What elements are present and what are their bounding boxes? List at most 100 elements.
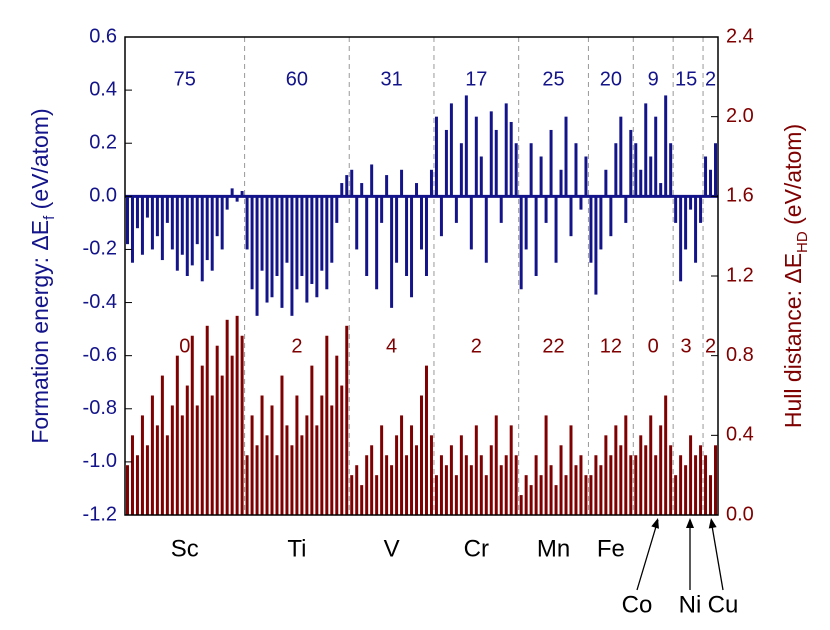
bar: [265, 435, 269, 515]
bar: [669, 143, 673, 197]
bar: [145, 196, 149, 218]
bar: [415, 183, 419, 197]
group-label: Mn: [537, 535, 570, 562]
bar: [180, 415, 184, 515]
bar: [145, 445, 149, 515]
formation-count: 17: [465, 68, 487, 90]
bar: [305, 415, 309, 515]
hull-count: 2: [471, 335, 482, 357]
bar: [270, 196, 274, 298]
bar: [160, 375, 164, 515]
bar: [599, 465, 603, 515]
bar: [554, 485, 558, 515]
bar: [155, 425, 159, 515]
bar: [584, 156, 588, 197]
bar: [340, 183, 344, 197]
bar: [375, 475, 379, 515]
bar: [300, 435, 304, 515]
bar: [434, 116, 438, 197]
group-label: Ti: [287, 535, 306, 562]
bar: [644, 103, 648, 197]
bar: [544, 415, 548, 515]
arrow-head: [686, 518, 694, 528]
y2-tick-label: 0.8: [726, 344, 754, 366]
hull-count: 3: [681, 335, 692, 357]
y-tick-label: 0.0: [89, 185, 117, 207]
formation-count: 25: [542, 68, 564, 90]
bar: [424, 365, 428, 515]
bar: [125, 196, 129, 245]
bar: [449, 103, 453, 197]
y2-label-sub: HD: [794, 231, 811, 253]
bar: [260, 395, 264, 515]
bar: [150, 196, 154, 250]
bar: [360, 183, 364, 197]
y-tick-label: 0.6: [89, 25, 117, 47]
bar: [504, 103, 508, 197]
bar: [629, 455, 633, 515]
bar: [250, 415, 254, 515]
bar: [290, 445, 294, 515]
bar: [410, 425, 414, 515]
bar: [519, 495, 523, 515]
bar: [494, 129, 498, 197]
bar: [594, 196, 598, 295]
bar: [355, 465, 359, 515]
bar: [235, 315, 239, 515]
bar: [140, 415, 144, 515]
formation-count: 60: [286, 68, 308, 90]
bar: [514, 455, 518, 515]
group-label: V: [384, 535, 400, 562]
bar: [175, 196, 179, 271]
bar: [295, 395, 299, 515]
bar: [185, 385, 189, 515]
bar: [709, 169, 713, 197]
group-label: Cu: [708, 591, 739, 618]
arrow: [636, 519, 659, 591]
bar: [275, 196, 279, 276]
bar: [704, 156, 708, 197]
bar: [355, 196, 359, 250]
bar: [619, 445, 623, 515]
bar: [205, 196, 209, 261]
y2-tick-label: 0.0: [726, 503, 754, 525]
bar: [170, 196, 174, 250]
bar: [524, 475, 528, 515]
bar: [220, 196, 224, 250]
bar: [539, 156, 543, 197]
y-tick-label: -0.8: [83, 397, 117, 419]
bar: [195, 196, 199, 245]
bar: [484, 475, 488, 515]
bar: [574, 465, 578, 515]
bar: [434, 475, 438, 515]
bar: [280, 375, 284, 515]
bar: [135, 196, 139, 229]
bar: [365, 455, 369, 515]
bar: [330, 405, 334, 515]
bar: [604, 435, 608, 515]
y2-tick-label: 0.4: [726, 424, 754, 446]
bar: [345, 175, 349, 197]
bar: [619, 116, 623, 197]
bar: [709, 475, 713, 515]
bar: [579, 455, 583, 515]
y-tick-label: -0.4: [83, 291, 117, 313]
bar: [664, 395, 668, 515]
y2-label-main: Hull distance: ΔE: [780, 253, 806, 428]
bar: [604, 169, 608, 197]
bar: [245, 196, 249, 250]
y-label-sub: f: [41, 215, 58, 220]
y-label-main: Formation energy: ΔE: [27, 220, 53, 444]
formation-count: 15: [675, 68, 697, 90]
hull-count: 0: [179, 335, 190, 357]
bar: [459, 435, 463, 515]
hull-count: 2: [291, 335, 302, 357]
y-label-unit: (eV/atom): [27, 108, 53, 215]
y-tick-label: -1.0: [83, 450, 117, 472]
bar: [225, 196, 229, 210]
bar: [574, 143, 578, 197]
y2-tick-label: 1.2: [726, 264, 754, 286]
group-label: Sc: [171, 535, 199, 562]
bar: [305, 196, 309, 303]
